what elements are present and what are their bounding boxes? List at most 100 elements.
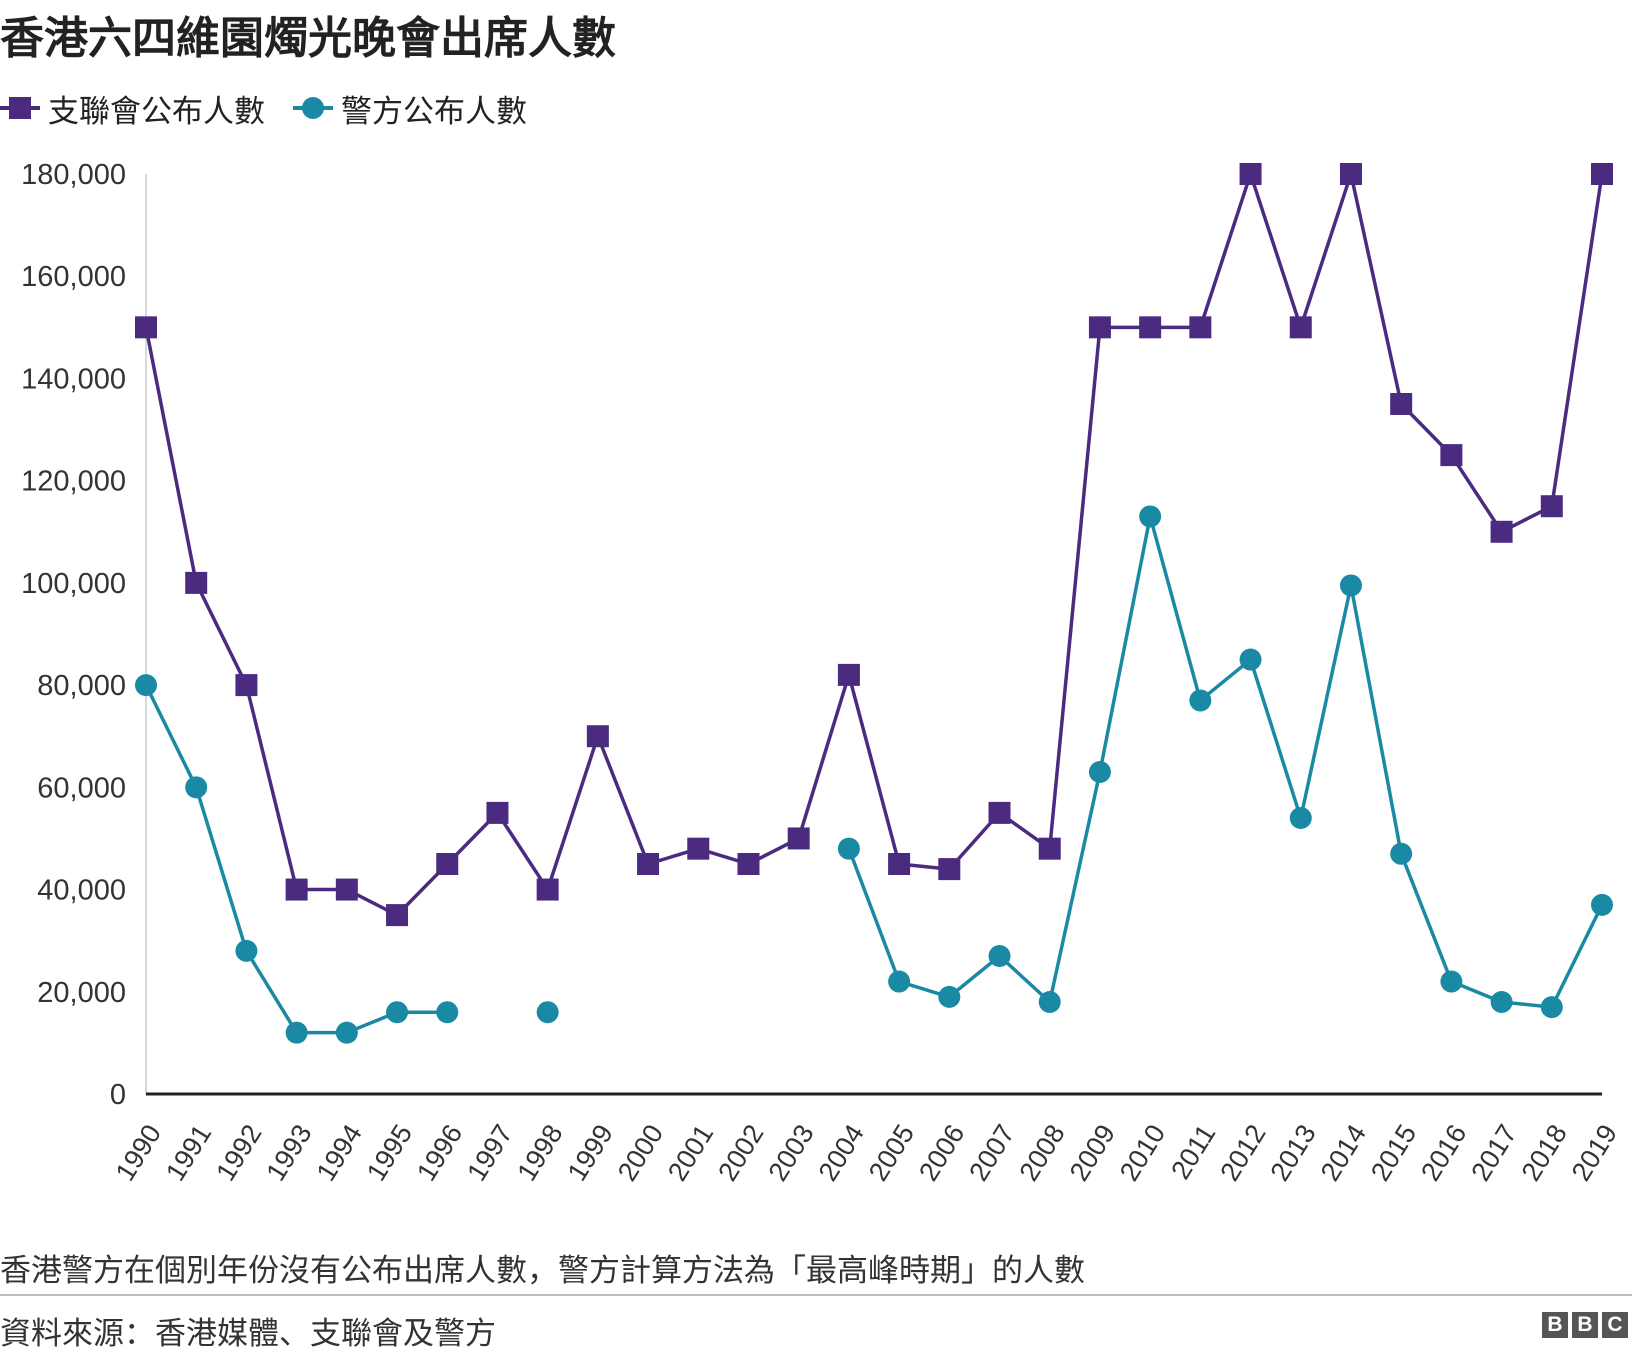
alliance-data-point [938, 858, 961, 881]
alliance-series-segment [1550, 172, 1604, 508]
alliance-data-point [687, 837, 710, 860]
alliance-data-point [1591, 163, 1613, 185]
police-data-point [1239, 648, 1262, 671]
alliance-data-point [737, 853, 760, 875]
x-tick-label: 2011 [1165, 1119, 1221, 1184]
police-data-point [1139, 505, 1162, 528]
alliance-data-point [436, 853, 459, 875]
y-tick-label: 140,000 [21, 363, 126, 395]
alliance-data-point [536, 878, 559, 901]
x-tick-label: 1998 [511, 1119, 568, 1186]
alliance-data-point [1339, 163, 1362, 185]
alliance-series-segment [495, 811, 550, 892]
police-series-segment [847, 846, 901, 984]
x-tick-label: 2002 [712, 1119, 769, 1186]
police-data-point [888, 970, 911, 993]
y-tick-label: 180,000 [21, 159, 126, 191]
alliance-data-point [637, 853, 660, 875]
x-tick-label: 2010 [1114, 1119, 1171, 1186]
x-tick-label: 2000 [612, 1119, 669, 1186]
police-data-point [135, 674, 157, 697]
police-series-segment [194, 785, 249, 953]
x-tick-label: 1997 [461, 1119, 518, 1186]
alliance-series-segment [1248, 172, 1303, 330]
police-data-point [185, 776, 208, 799]
alliance-data-point [988, 801, 1011, 824]
alliance-data-point [1540, 495, 1563, 518]
alliance-data-point [1038, 837, 1061, 860]
police-series-segment [1047, 770, 1102, 1004]
police-data-point [536, 1001, 559, 1024]
police-series-segment [1248, 657, 1303, 820]
alliance-data-point [1440, 444, 1463, 467]
alliance-data-point [135, 316, 157, 339]
alliance-data-point [235, 674, 258, 697]
x-tick-label: 2004 [813, 1119, 870, 1186]
police-data-point [1088, 761, 1111, 783]
square-marker-icon [0, 97, 40, 119]
x-tick-label: 1995 [361, 1119, 418, 1186]
police-series-segment [1550, 903, 1604, 1009]
police-data-point [386, 1001, 409, 1024]
police-data-point [988, 945, 1011, 967]
alliance-data-point [586, 725, 609, 748]
alliance-data-point [1088, 316, 1111, 339]
alliance-series-segment [796, 673, 851, 841]
police-series-segment [1399, 852, 1454, 984]
police-data-point [1591, 893, 1613, 916]
police-series-segment [997, 954, 1052, 1004]
legend-item-police: 警方公布人數 [293, 86, 527, 131]
x-tick-label: 2019 [1566, 1119, 1623, 1186]
x-tick-label: 2013 [1265, 1119, 1322, 1186]
x-tick-label: 2018 [1516, 1119, 1573, 1186]
alliance-data-point [486, 801, 509, 824]
police-data-point [1490, 991, 1513, 1013]
x-tick-label: 2006 [913, 1119, 970, 1186]
alliance-series-segment [1198, 172, 1253, 330]
alliance-data-point [1490, 520, 1513, 543]
alliance-data-point [335, 878, 358, 901]
x-tick-label: 1992 [210, 1119, 267, 1186]
police-series-segment [1148, 514, 1203, 703]
alliance-data-point [837, 663, 860, 686]
chart-title: 香港六四維園燭光晚會出席人數 [0, 13, 616, 64]
y-tick-label: 80,000 [37, 670, 126, 702]
police-data-point [1189, 689, 1212, 712]
x-tick-label: 1994 [311, 1119, 368, 1186]
alliance-data-point [185, 571, 208, 594]
police-data-point [285, 1021, 308, 1044]
alliance-data-point [285, 878, 308, 901]
police-data-point [235, 939, 258, 962]
x-tick-label: 2003 [762, 1119, 819, 1186]
x-tick-label: 2015 [1365, 1119, 1422, 1186]
y-tick-label: 160,000 [21, 261, 126, 293]
bbc-logo-letter: B [1572, 1312, 1598, 1338]
police-data-point [436, 1001, 459, 1024]
x-tick-label: 2005 [863, 1119, 920, 1186]
alliance-series-segment [1047, 325, 1102, 851]
y-tick-label: 120,000 [21, 466, 126, 498]
alliance-series-segment [847, 673, 901, 866]
line-chart: 0 20,000 40,000 60,000 80,000 100,000 120,000 1… [21, 159, 1623, 1186]
y-tick-label: 60,000 [37, 772, 126, 804]
police-series-segment [1349, 583, 1403, 856]
alliance-series-segment [1299, 172, 1353, 330]
x-tick-label: 1991 [160, 1119, 217, 1186]
police-data-point [1540, 996, 1563, 1019]
alliance-data-point [1189, 316, 1212, 339]
footer-divider [0, 1294, 1632, 1296]
y-tick-label: 0 [110, 1079, 126, 1111]
alliance-data-point [888, 853, 911, 875]
legend-label-alliance: 支聯會公布人數 [48, 93, 265, 130]
alliance-series-segment [545, 734, 600, 892]
police-series-segment [1098, 514, 1152, 774]
y-tick-label: 20,000 [37, 977, 126, 1009]
police-data-point [1440, 970, 1463, 993]
police-data-point [335, 1021, 358, 1044]
alliance-data-point [386, 904, 409, 927]
legend-label-police: 警方公布人數 [341, 93, 527, 130]
police-data-point [938, 985, 961, 1008]
alliance-series-segment [244, 683, 299, 892]
alliance-data-point [1239, 163, 1262, 185]
x-tick-label: 1996 [411, 1119, 468, 1186]
